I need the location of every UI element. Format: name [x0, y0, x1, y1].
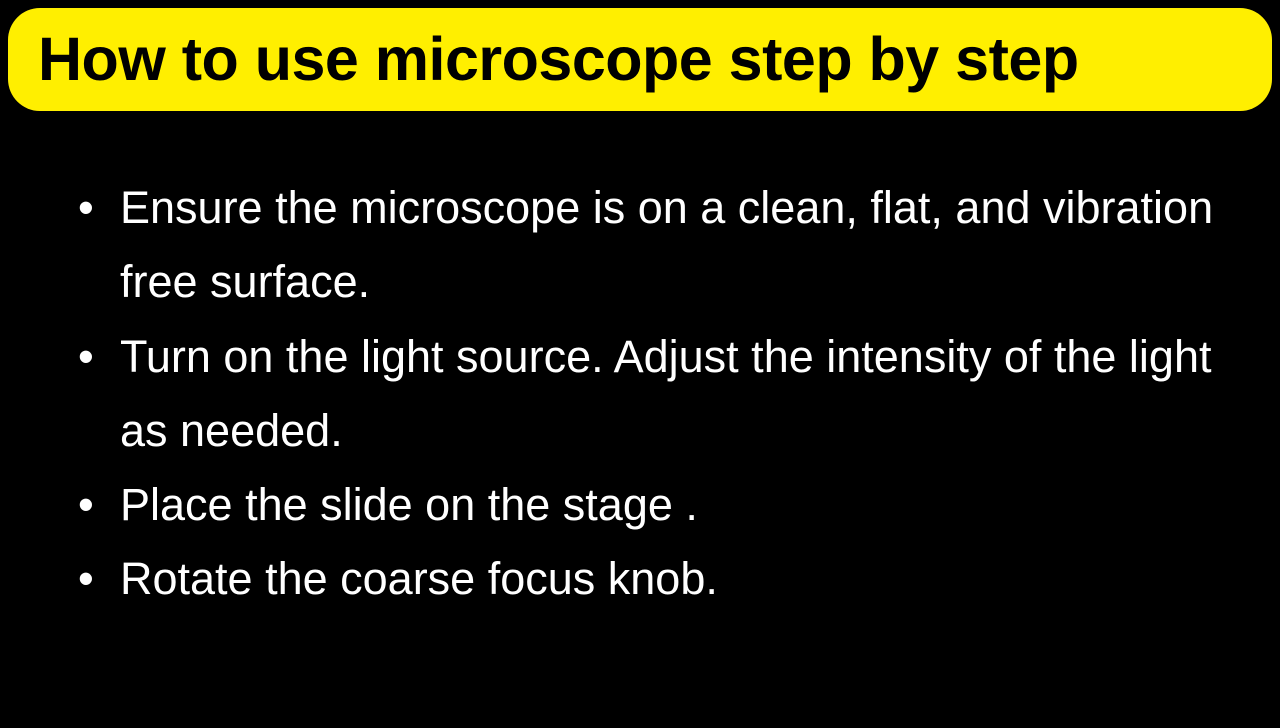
list-item: Place the slide on the stage .	[70, 468, 1240, 542]
page-title: How to use microscope step by step	[38, 26, 1242, 93]
steps-container: Ensure the microscope is on a clean, fla…	[0, 111, 1280, 617]
list-item: Ensure the microscope is on a clean, fla…	[70, 171, 1240, 320]
title-banner: How to use microscope step by step	[8, 8, 1272, 111]
steps-list: Ensure the microscope is on a clean, fla…	[70, 171, 1240, 617]
list-item: Rotate the coarse focus knob.	[70, 542, 1240, 616]
list-item: Turn on the light source. Adjust the int…	[70, 320, 1240, 469]
